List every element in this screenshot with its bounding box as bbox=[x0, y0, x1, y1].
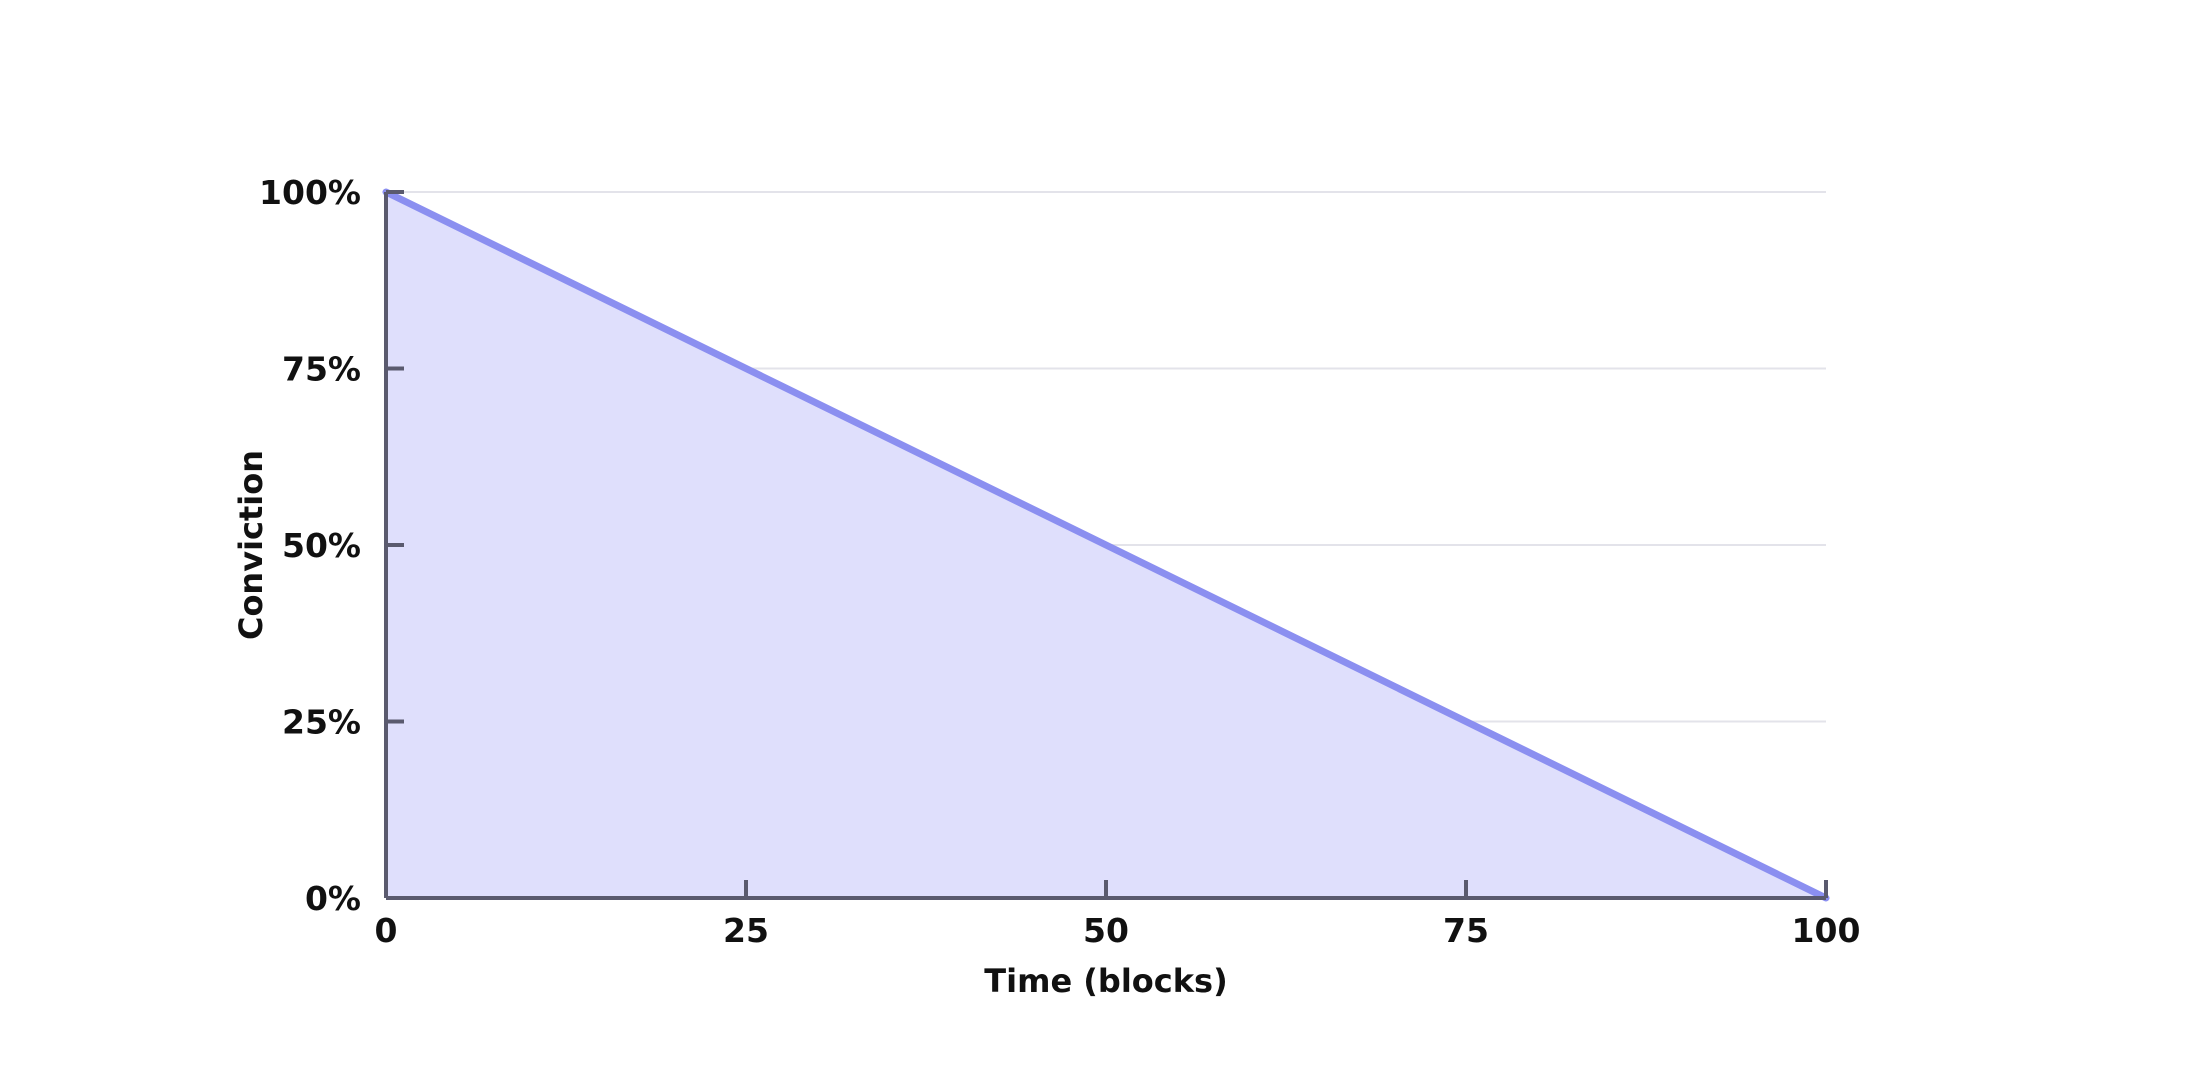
y-tick-label-25: 25% bbox=[282, 703, 361, 742]
area-layer bbox=[382, 188, 1830, 902]
x-axis-title: Time (blocks) bbox=[984, 962, 1227, 1000]
y-tick-label-50: 50% bbox=[282, 526, 361, 565]
y-tick-label-75: 75% bbox=[282, 350, 361, 389]
x-tick-label-0: 0 bbox=[375, 911, 398, 950]
y-tick-label-100: 100% bbox=[259, 173, 361, 212]
y-axis-title: Conviction bbox=[232, 450, 270, 640]
tick-labels: 0% 25% 50% 75% 100% 0 25 50 75 100 bbox=[259, 173, 1860, 950]
x-tick-label-100: 100 bbox=[1792, 911, 1861, 950]
axes bbox=[384, 190, 1828, 900]
x-tick-label-75: 75 bbox=[1443, 911, 1489, 950]
y-tick-label-0: 0% bbox=[305, 879, 361, 918]
x-tick-label-50: 50 bbox=[1083, 911, 1129, 950]
x-tick-label-25: 25 bbox=[723, 911, 769, 950]
series-0-line bbox=[382, 188, 1830, 902]
